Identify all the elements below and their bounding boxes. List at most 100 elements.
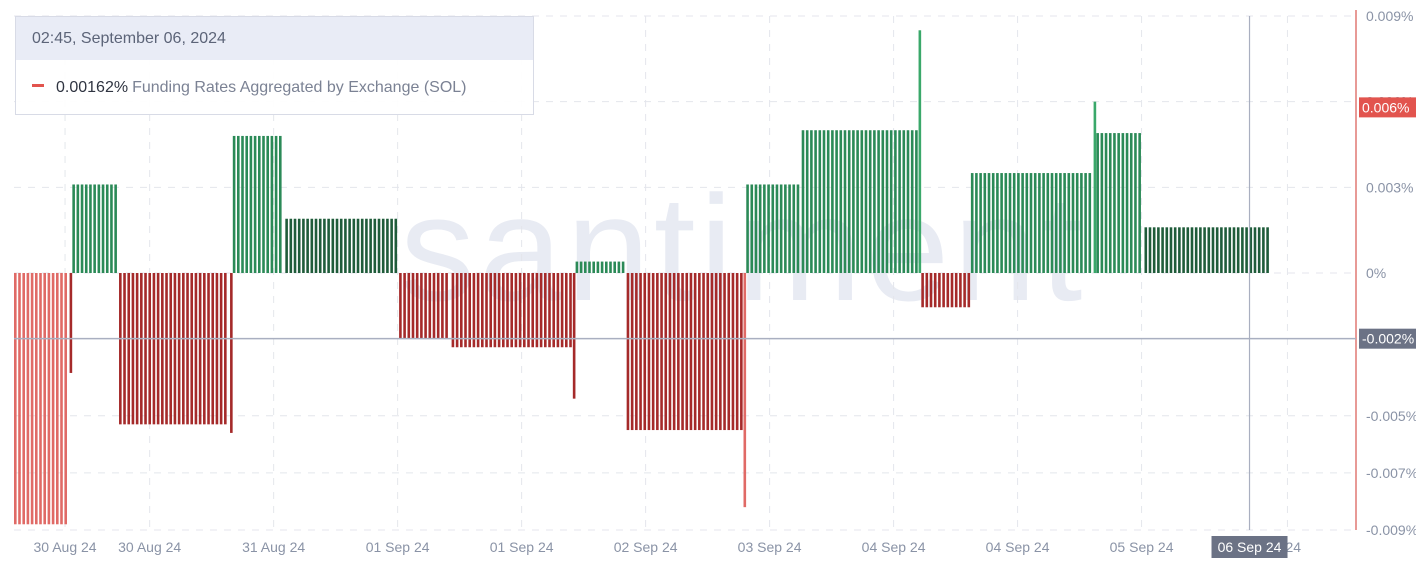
bar-segment-8 [451, 273, 572, 348]
bar-segment-4 [230, 273, 233, 433]
bar [894, 130, 897, 273]
y-tick-label-4: -0.005% [1366, 408, 1416, 424]
bar [843, 130, 847, 273]
bar [1125, 133, 1129, 273]
bar [89, 184, 92, 273]
bar [1157, 227, 1160, 273]
bar [735, 273, 739, 431]
bar [750, 184, 754, 273]
bar [552, 273, 556, 348]
bar [369, 218, 372, 273]
bar [230, 273, 233, 433]
bar [1266, 227, 1269, 273]
bar [1257, 227, 1261, 273]
bar [262, 135, 265, 273]
bar [279, 135, 282, 273]
tooltip-datetime: 02:45, September 06, 2024 [16, 17, 533, 60]
bar [991, 173, 995, 273]
bar [518, 273, 522, 348]
bar [621, 261, 625, 273]
bar [1241, 227, 1244, 273]
x-tick-label-7: 04 Sep 24 [862, 539, 926, 555]
bar [219, 273, 223, 425]
bar [360, 218, 364, 273]
bar [693, 273, 697, 431]
x-tick-label-5: 02 Sep 24 [614, 539, 678, 555]
bar [1054, 173, 1058, 273]
bar [43, 273, 46, 525]
x-axis-ticks: 30 Aug 24 30 Aug 24 31 Aug 24 01 Sep 24 01 S… [34, 539, 1302, 555]
bar [915, 130, 918, 273]
bar [1063, 173, 1066, 273]
bar-segment-12 [743, 273, 747, 508]
bar [215, 273, 219, 425]
bar [925, 273, 929, 308]
bar [788, 184, 791, 273]
bar [1182, 227, 1185, 273]
bar [293, 218, 297, 273]
bar [569, 273, 572, 348]
bar-segment-15 [918, 30, 922, 274]
chart-tooltip: 02:45, September 06, 2024 0.00162% Fundin… [15, 16, 534, 115]
bar [198, 273, 202, 425]
tooltip-series-row: 0.00162% Funding Rates Aggregated by Exch… [16, 60, 533, 116]
bar [946, 273, 950, 308]
bar [1038, 173, 1041, 273]
bar [1033, 173, 1037, 273]
bar [906, 130, 910, 273]
bar [476, 273, 480, 348]
bar [327, 218, 330, 273]
bar-segment-17 [970, 173, 1092, 273]
bar [847, 130, 851, 273]
bar [69, 273, 73, 373]
crosshair-x-tag-background [1211, 536, 1288, 558]
bar [792, 184, 796, 273]
bar [144, 273, 147, 425]
bar [186, 273, 189, 425]
bar [390, 218, 393, 273]
bar [1008, 173, 1012, 273]
bar [1080, 173, 1083, 273]
bar [660, 273, 663, 431]
bar [428, 273, 432, 339]
bar [127, 273, 131, 425]
bar [297, 218, 301, 273]
crosshair-x-tag-label: 06 Sep 24 [1218, 539, 1282, 555]
bar [407, 273, 411, 339]
bar [114, 184, 117, 273]
bar [544, 273, 547, 348]
last-value-tag-label: 0.006% [1362, 99, 1409, 115]
bar [211, 273, 215, 425]
bar [232, 135, 236, 273]
bar [805, 130, 809, 273]
bar [681, 273, 684, 431]
bar [592, 261, 595, 273]
bar [881, 130, 885, 273]
bar [1245, 227, 1248, 273]
bar [1000, 173, 1003, 273]
bar [399, 273, 402, 339]
bar [987, 173, 991, 273]
bar [1178, 227, 1181, 273]
last-value-tag: 0.006% [1359, 97, 1416, 118]
bar [310, 218, 314, 273]
bar [796, 184, 800, 273]
bar-segment-20 [1144, 227, 1269, 273]
bar [746, 184, 749, 273]
bar [306, 218, 309, 273]
bar [493, 273, 497, 348]
bar [975, 173, 978, 273]
bar [740, 273, 743, 431]
bar [583, 261, 587, 273]
bar [963, 273, 966, 308]
bar [731, 273, 735, 431]
bar [203, 273, 206, 425]
bar [56, 273, 59, 525]
y-tick-label-2: 0.003% [1366, 179, 1413, 195]
bar [460, 273, 463, 348]
bar [575, 261, 579, 273]
bar [579, 261, 583, 273]
bar [455, 273, 459, 348]
bar [22, 273, 25, 525]
bar [51, 273, 55, 525]
